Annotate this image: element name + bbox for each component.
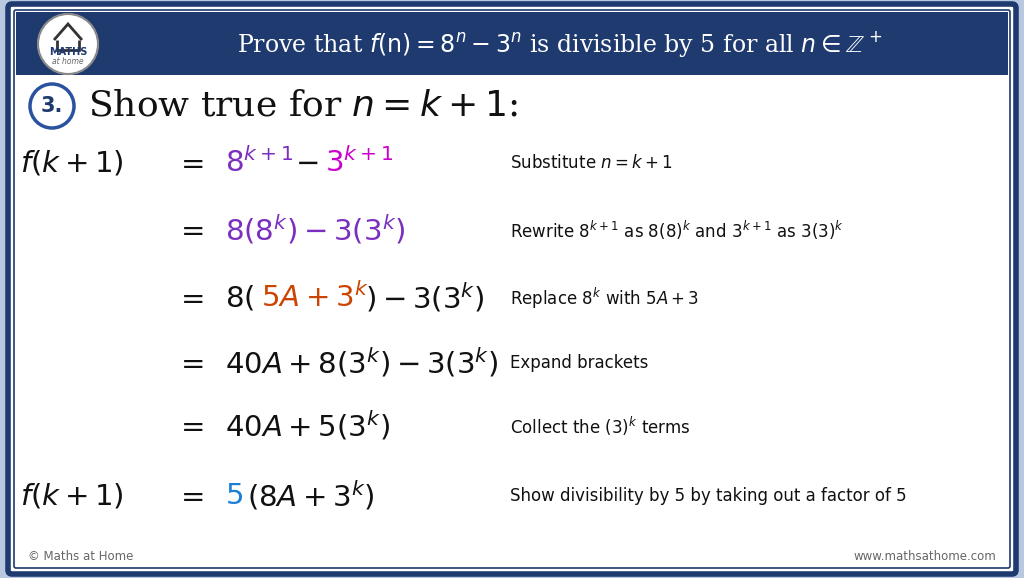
Text: $5A + 3^k$: $5A + 3^k$ bbox=[261, 283, 369, 313]
Text: $40A + 5(3^k)$: $40A + 5(3^k)$ bbox=[225, 409, 390, 443]
Text: © Maths at Home: © Maths at Home bbox=[28, 550, 133, 562]
Text: Show divisibility by 5 by taking out a factor of 5: Show divisibility by 5 by taking out a f… bbox=[510, 487, 906, 505]
Text: 3.: 3. bbox=[41, 96, 63, 116]
Text: Substitute $n = k + 1$: Substitute $n = k + 1$ bbox=[510, 154, 673, 172]
Text: Prove that $f(\mathrm{n}) = 8^n - 3^n$ is divisible by 5 for all $n \in \mathbb{: Prove that $f(\mathrm{n}) = 8^n - 3^n$ i… bbox=[238, 29, 883, 59]
Text: $) - 3(3^k)$: $) - 3(3^k)$ bbox=[365, 281, 484, 315]
Text: www.mathsathome.com: www.mathsathome.com bbox=[853, 550, 996, 562]
Text: Replace $8^k$ with $5A + 3$: Replace $8^k$ with $5A + 3$ bbox=[510, 286, 699, 310]
Text: $(8A + 3^k)$: $(8A + 3^k)$ bbox=[247, 479, 375, 513]
FancyBboxPatch shape bbox=[8, 4, 1016, 574]
Text: $40A + 8(3^k) - 3(3^k)$: $40A + 8(3^k) - 3(3^k)$ bbox=[225, 346, 499, 380]
Text: $-$: $-$ bbox=[295, 149, 318, 177]
Text: at home: at home bbox=[52, 57, 84, 65]
Text: $=$: $=$ bbox=[175, 284, 205, 312]
Text: Show true for $n = k + 1$:: Show true for $n = k + 1$: bbox=[88, 89, 518, 123]
Text: $f(k+1)$: $f(k+1)$ bbox=[20, 481, 124, 510]
Text: MATHS: MATHS bbox=[49, 47, 87, 57]
Text: $5$: $5$ bbox=[225, 481, 243, 510]
Text: $=$: $=$ bbox=[175, 482, 205, 510]
Text: $8(8^k) - 3(3^k)$: $8(8^k) - 3(3^k)$ bbox=[225, 213, 406, 247]
Text: $=$: $=$ bbox=[175, 349, 205, 377]
Text: $=$: $=$ bbox=[175, 216, 205, 244]
Text: $8($: $8($ bbox=[225, 283, 255, 313]
Text: Rewrite $8^{k+1}$ as $8(8)^k$ and $3^{k+1}$ as $3(3)^k$: Rewrite $8^{k+1}$ as $8(8)^k$ and $3^{k+… bbox=[510, 218, 844, 242]
Text: Collect the $(3)^k$ terms: Collect the $(3)^k$ terms bbox=[510, 414, 690, 438]
Text: $3^{k+1}$: $3^{k+1}$ bbox=[325, 148, 393, 178]
Circle shape bbox=[38, 14, 98, 74]
Text: $=$: $=$ bbox=[175, 412, 205, 440]
Text: $8^{k+1}$: $8^{k+1}$ bbox=[225, 148, 294, 178]
Text: $=$: $=$ bbox=[175, 149, 205, 177]
Text: $f(k+1)$: $f(k+1)$ bbox=[20, 149, 124, 177]
Text: Expand brackets: Expand brackets bbox=[510, 354, 648, 372]
FancyBboxPatch shape bbox=[16, 12, 1008, 75]
Circle shape bbox=[30, 84, 74, 128]
